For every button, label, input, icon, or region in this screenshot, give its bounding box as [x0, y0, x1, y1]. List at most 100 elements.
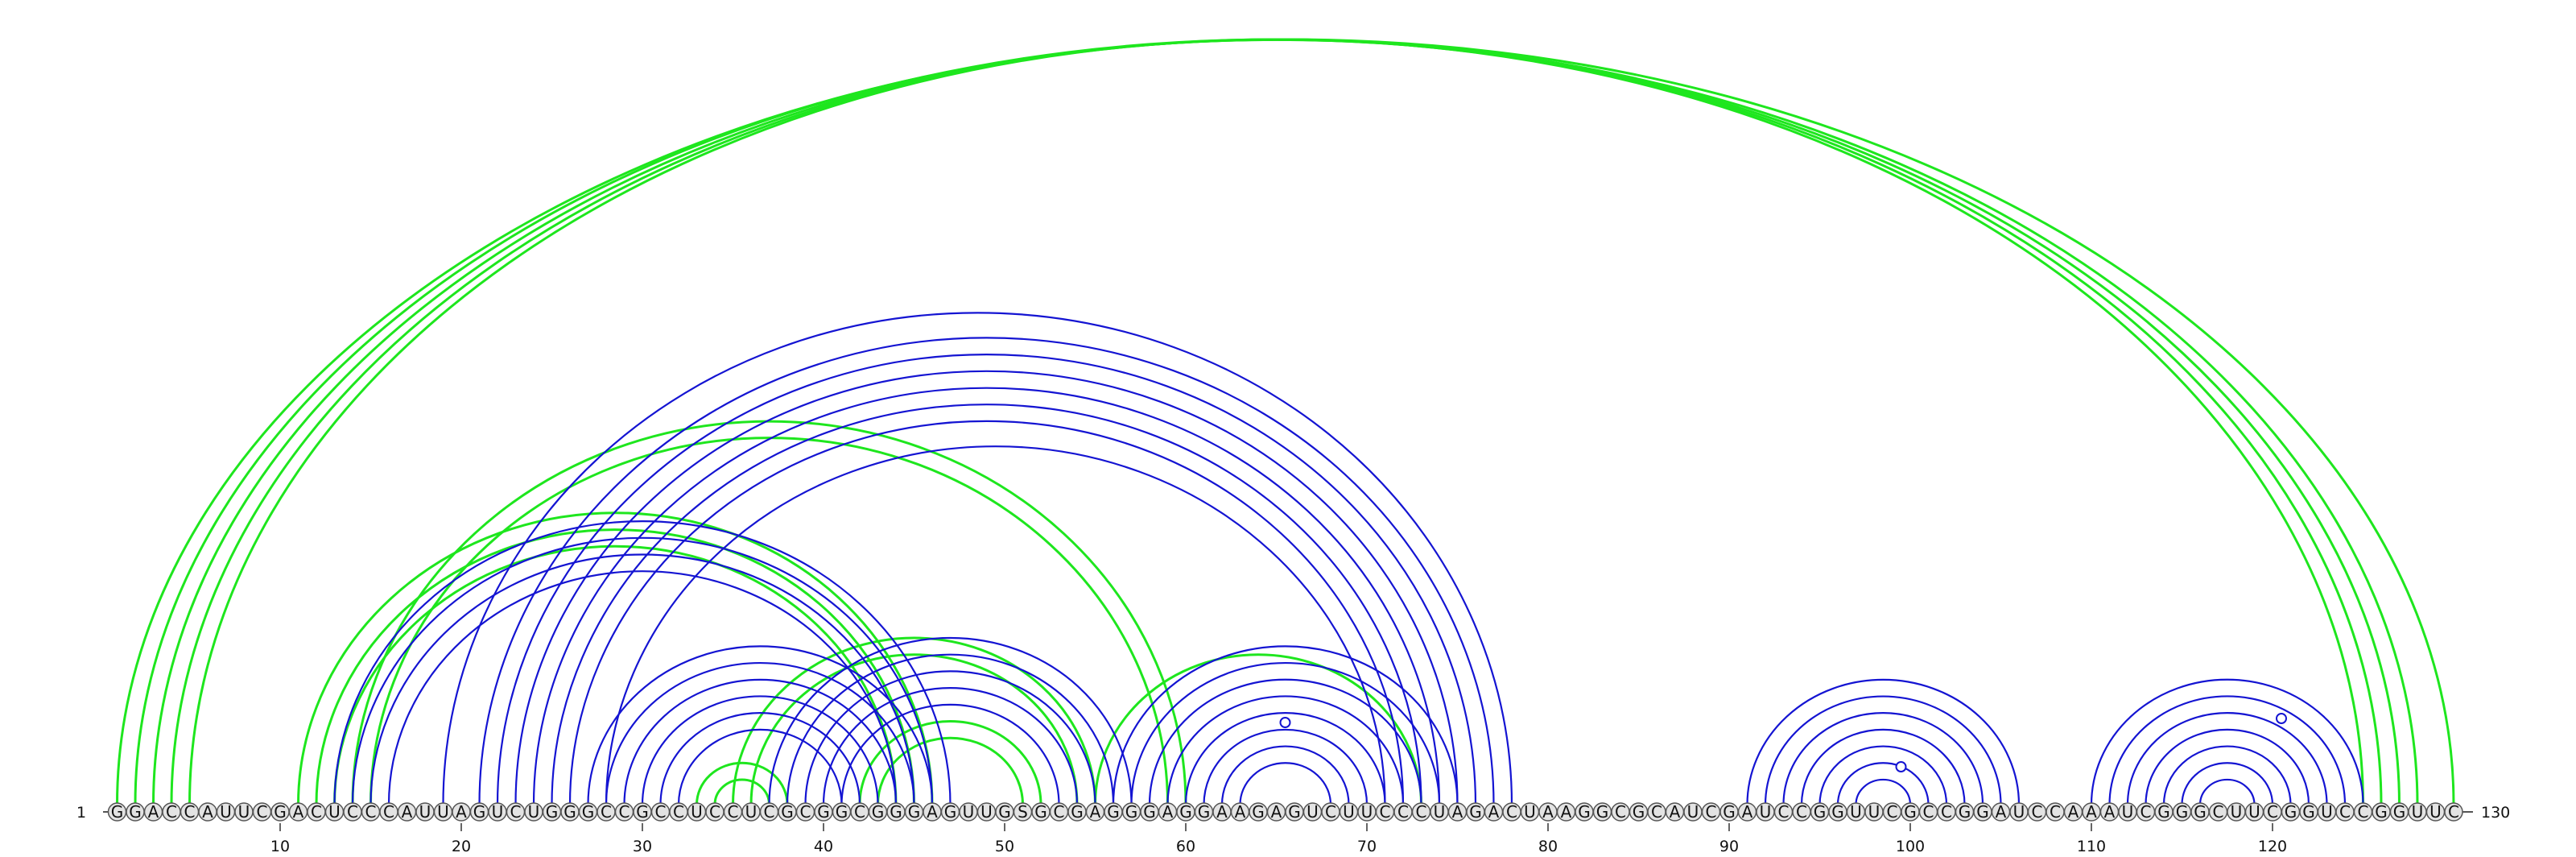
primary-pair-arc — [2145, 728, 2310, 805]
primary-pair-arc — [641, 695, 879, 805]
primary-pair-arc — [605, 662, 915, 805]
nucleotide-letter: C — [510, 802, 522, 822]
nucleotide-letter: A — [1561, 802, 1572, 822]
nucleotide-letter: G — [1288, 802, 1301, 822]
nucleotide-letter: G — [2285, 802, 2297, 822]
nucleotide-letter: G — [2194, 802, 2207, 822]
nucleotide-letter: A — [927, 802, 938, 822]
axis-tick-label: 30 — [633, 838, 652, 855]
axis-tick-label: 40 — [814, 838, 833, 855]
nucleotide-letter: C — [1506, 802, 1517, 822]
nucleotide-letter: C — [365, 802, 377, 822]
nucleotide-letter: A — [1090, 802, 1101, 822]
nucleotide-letter: A — [456, 802, 467, 822]
primary-pair-arc — [623, 678, 898, 805]
nucleotide-letter: U — [2248, 802, 2260, 822]
nucleotide-letter: C — [2448, 802, 2459, 822]
primary-pair-arc — [2181, 762, 2274, 805]
primary-pair-arc — [1112, 645, 1459, 805]
end-position-label: 130 — [2481, 804, 2510, 822]
primary-pair-arc — [478, 337, 1495, 805]
alternate-pair-arc — [188, 38, 2364, 805]
alternate-pair-arc — [713, 778, 770, 805]
axis-tick-label: 80 — [1538, 838, 1558, 855]
nucleotide-letter: U — [1868, 802, 1880, 822]
nucleotide-letter: G — [1125, 802, 1138, 822]
nucleotide-circle — [2444, 802, 2463, 822]
nucleotide-letter: C — [1380, 802, 1391, 822]
nucleotide-letter: C — [1941, 802, 1952, 822]
nucleotide-letter: A — [1996, 802, 2007, 822]
alternate-pair-arc — [297, 511, 934, 805]
nucleotide-letter: C — [1887, 802, 1898, 822]
nucleotide-letter: G — [1633, 802, 1645, 822]
nucleotide-letter: G — [2176, 802, 2189, 822]
primary-pair-arc — [514, 370, 1459, 805]
nucleotide-letter: G — [1143, 802, 1156, 822]
nucleotide-letter: A — [1452, 802, 1463, 822]
nucleotide-letter: A — [1670, 802, 1681, 822]
nucleotide-letter: A — [1542, 802, 1554, 822]
noncanonical-pair-marker — [2276, 713, 2287, 724]
primary-pair-arc — [351, 536, 934, 805]
nucleotide-letter: C — [1416, 802, 1427, 822]
alternate-pair-arc — [315, 528, 915, 805]
nucleotide-letter: C — [2213, 802, 2224, 822]
nucleotide-letter: U — [2122, 802, 2134, 822]
primary-pair-arc — [840, 703, 1060, 805]
primary-pair-arc — [496, 354, 1477, 805]
nucleotide-letter: A — [1235, 802, 1246, 822]
alternate-pair-arc — [351, 420, 1187, 805]
nucleotide-letter: G — [546, 802, 559, 822]
nucleotide-letter: G — [129, 802, 142, 822]
axis-tick-label: 110 — [2077, 838, 2106, 855]
nucleotide-letter: A — [202, 802, 213, 822]
nucleotide-letter: C — [2358, 802, 2369, 822]
nucleotide-letter: C — [800, 802, 811, 822]
primary-pair-arc — [551, 404, 1422, 805]
nucleotide-letter: G — [1596, 802, 1609, 822]
nucleotide-letter: G — [1904, 802, 1917, 822]
nucleotide-letter: G — [1071, 802, 1084, 822]
primary-pair-arc — [1220, 745, 1350, 805]
primary-pair-arc — [333, 520, 952, 805]
nucleotide-letter: C — [383, 802, 394, 822]
nucleotide-letter: C — [1923, 802, 1934, 822]
primary-pair-arc — [1130, 662, 1441, 805]
nucleotide-letter: C — [619, 802, 630, 822]
nucleotide-letter: C — [854, 802, 865, 822]
nucleotide-letter: C — [347, 802, 358, 822]
primary-pair-arc — [1166, 695, 1405, 805]
primary-pair-arc — [1746, 678, 2021, 805]
position-axis: 10 20 30 40 50 60 70 80 90 100 110 120 — [270, 823, 2287, 855]
primary-pair-arc — [1148, 678, 1422, 805]
nucleotide-letter: U — [2231, 802, 2243, 822]
nucleotide-letter: A — [1488, 802, 1500, 822]
nucleotide-letter: A — [148, 802, 159, 822]
nucleotide-letter: A — [293, 802, 304, 822]
axis-tick-label: 20 — [452, 838, 471, 855]
noncanonical-pair-marker — [1895, 761, 1907, 772]
primary-pair-arc — [822, 687, 1079, 805]
primary-pair-arc — [1203, 728, 1368, 805]
nucleotide-letter: U — [419, 802, 431, 822]
nucleotide-letter: U — [1760, 802, 1772, 822]
nucleotide-letter: U — [437, 802, 449, 822]
alternate-pair-arc — [333, 544, 898, 805]
alternate-pair-arc — [749, 653, 1079, 805]
nucleotide-letter: C — [709, 802, 720, 822]
nucleotide-letter: G — [1252, 802, 1265, 822]
nucleotide-letter: C — [2140, 802, 2152, 822]
nucleotide-letter: U — [2013, 802, 2025, 822]
start-position-label: 1 — [76, 804, 86, 822]
nucleotide-letter: A — [1271, 802, 1282, 822]
axis-tick-label: 70 — [1357, 838, 1377, 855]
nucleotide-letter: C — [1397, 802, 1409, 822]
nucleotide-letter: G — [1107, 802, 1120, 822]
nucleotide-letter: G — [111, 802, 124, 822]
nucleotide-letter: U — [238, 802, 250, 822]
nucleotide-letter: G — [473, 802, 486, 822]
nucleotide-letter: C — [2267, 802, 2278, 822]
alternate-pairing-arcs — [116, 38, 2455, 805]
nucleotide-letter: G — [1034, 802, 1047, 822]
